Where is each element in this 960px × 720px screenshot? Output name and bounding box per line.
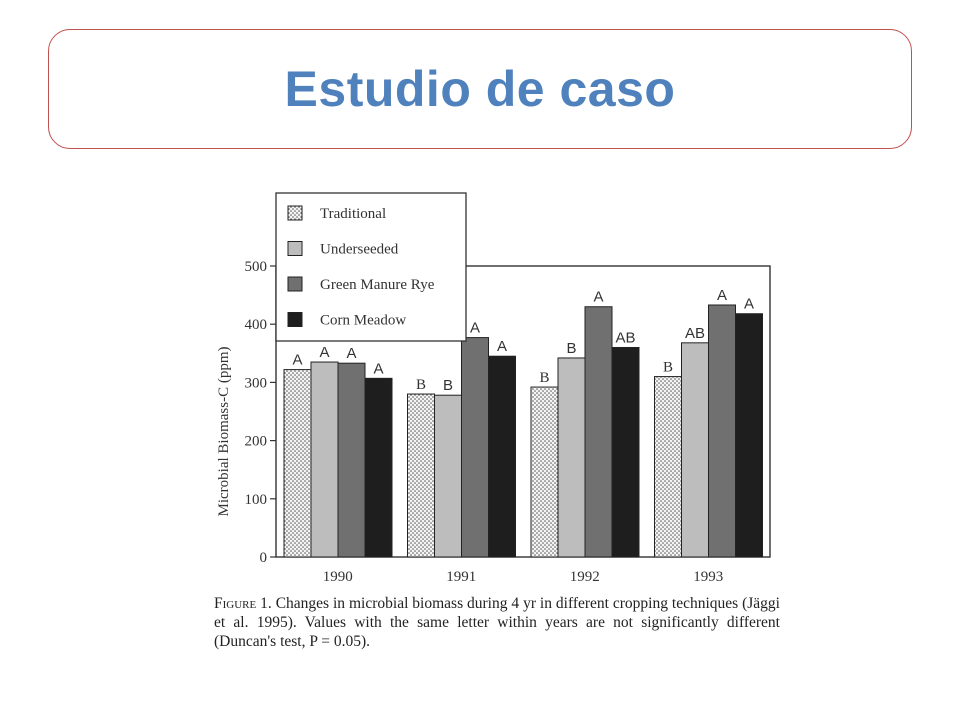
legend-box [275, 192, 467, 342]
slide-title: Estudio de caso [284, 61, 676, 117]
y-tick-label: 300 [245, 375, 268, 391]
title-box: Estudio de caso [48, 29, 912, 149]
legend-swatch [287, 312, 303, 327]
significance-letter: A [497, 338, 507, 355]
x-tick-label: 1990 [323, 569, 353, 585]
bar-underseeded [681, 342, 709, 558]
x-tick-label: 1993 [693, 569, 723, 585]
plot-frame [275, 265, 771, 558]
significance-letter: A [292, 352, 302, 369]
caption-text: Changes in microbial biomass during 4 yr… [214, 595, 780, 650]
legend-swatch [287, 241, 303, 256]
bar-green-manure-rye [584, 306, 613, 558]
significance-letter: A [717, 287, 727, 304]
significance-letter: A [744, 296, 754, 313]
significance-letter: B [443, 377, 453, 394]
bar-green-manure-rye [708, 304, 736, 558]
significance-letter: AB [685, 325, 705, 342]
bar-traditional [283, 369, 312, 558]
bar-traditional [654, 376, 682, 558]
significance-letter: B [416, 377, 426, 393]
bar-underseeded [557, 357, 586, 558]
y-tick-label: 400 [245, 317, 268, 333]
significance-letter: A [319, 344, 329, 361]
legend-label: Traditional [320, 206, 386, 222]
legend-label: Corn Meadow [320, 313, 406, 329]
significance-letter: A [470, 320, 480, 337]
legend-swatch [287, 276, 303, 292]
bar-corn-meadow [364, 377, 393, 558]
bar-underseeded [310, 361, 339, 558]
significance-letter: AB [615, 329, 635, 346]
bar-underseeded [434, 394, 462, 558]
significance-letter: B [539, 370, 549, 386]
x-tick-label: 1992 [570, 569, 600, 585]
figure-caption: Figure 1. Changes in microbial biomass d… [214, 594, 780, 651]
bar-traditional [530, 386, 559, 558]
x-tick-label: 1991 [446, 569, 476, 585]
bar-green-manure-rye [461, 337, 489, 558]
bar-corn-meadow [735, 313, 763, 558]
significance-letter: A [593, 289, 603, 306]
bar-corn-meadow [611, 346, 640, 558]
bar-corn-meadow [488, 355, 516, 558]
bar-traditional [407, 393, 435, 558]
y-tick-label: 200 [245, 434, 268, 450]
significance-letter: B [566, 340, 576, 357]
y-tick-label: 100 [245, 492, 268, 508]
y-tick-label: 500 [245, 259, 268, 275]
bar-green-manure-rye [337, 362, 366, 558]
legend-label: Green Manure Rye [320, 277, 435, 293]
y-axis-label: Microbial Biomass-C (ppm) [216, 347, 232, 517]
legend-label: Underseeded [320, 242, 399, 258]
significance-letter: A [346, 345, 356, 362]
y-tick-label: 0 [260, 550, 268, 566]
significance-letter: A [373, 360, 383, 377]
significance-letter: B [663, 360, 673, 376]
legend-swatch [287, 205, 303, 221]
caption-label: Figure 1. [214, 595, 272, 612]
